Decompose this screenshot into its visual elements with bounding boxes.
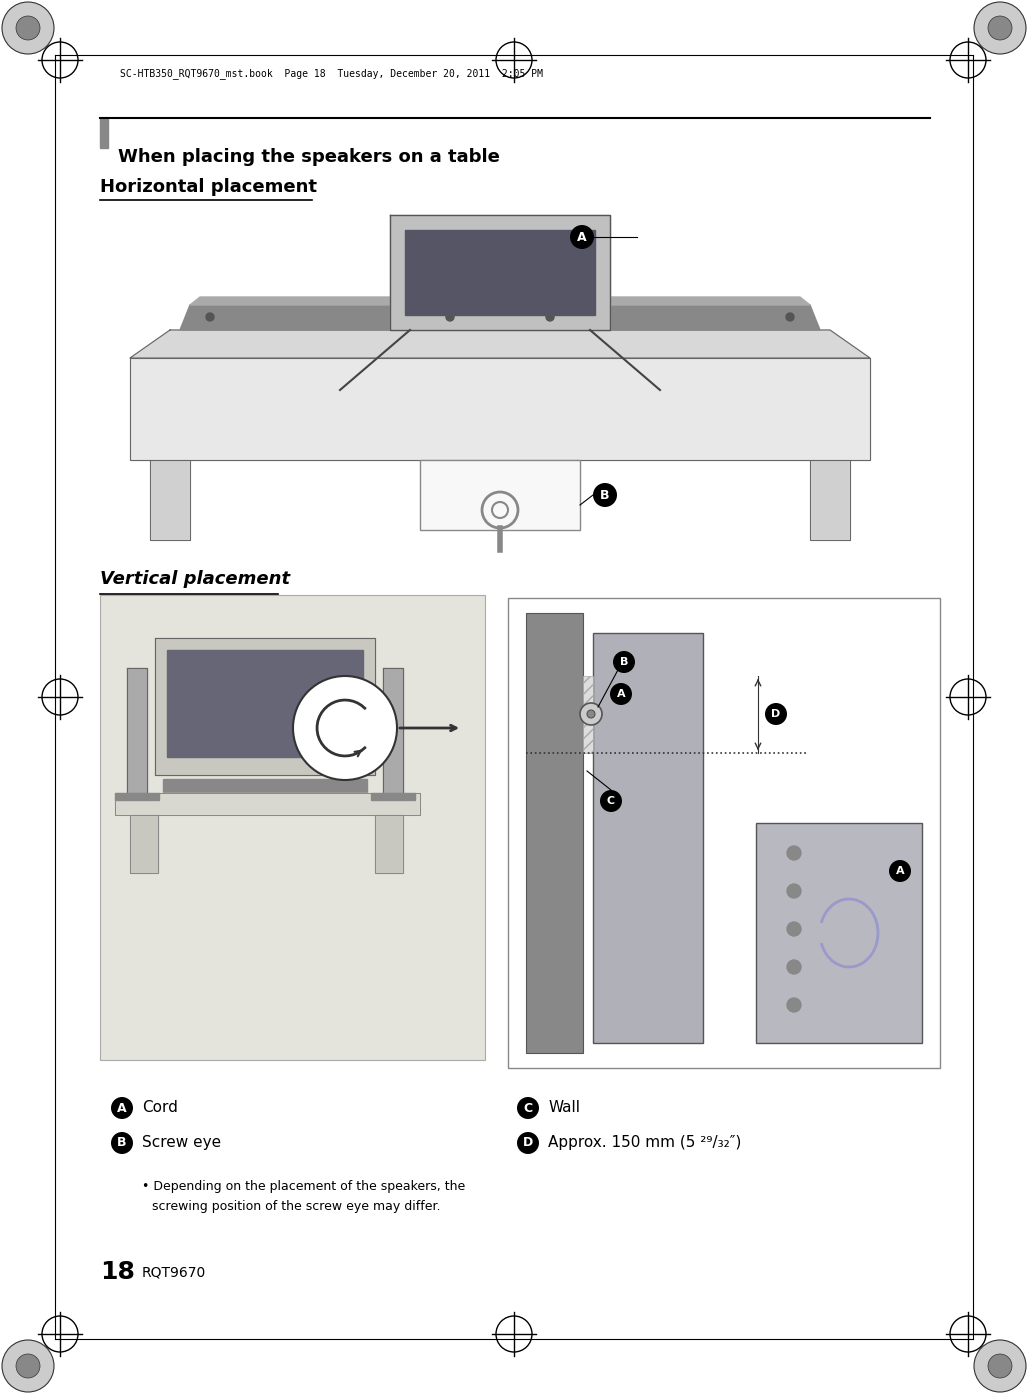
Polygon shape (405, 230, 595, 315)
Polygon shape (130, 330, 870, 358)
Circle shape (16, 15, 40, 40)
Circle shape (580, 703, 602, 725)
Text: D: D (771, 710, 780, 719)
Circle shape (974, 1, 1026, 54)
Circle shape (446, 314, 454, 321)
Text: B: B (117, 1136, 126, 1150)
Polygon shape (375, 815, 403, 873)
Circle shape (111, 1097, 133, 1119)
Text: B: B (620, 657, 628, 666)
Text: D: D (523, 1136, 534, 1150)
Circle shape (517, 1097, 539, 1119)
Bar (583, 676, 593, 753)
Polygon shape (150, 460, 190, 539)
Text: Wall: Wall (548, 1100, 580, 1115)
Circle shape (988, 15, 1012, 40)
Text: A: A (617, 689, 625, 698)
Polygon shape (155, 638, 375, 775)
Polygon shape (115, 793, 420, 815)
Circle shape (600, 790, 622, 811)
Circle shape (787, 846, 801, 860)
Text: Screw eye: Screw eye (142, 1136, 221, 1150)
Circle shape (765, 703, 787, 725)
Text: C: C (607, 796, 615, 806)
Text: Approx. 150 mm (5 ²⁹/₃₂″): Approx. 150 mm (5 ²⁹/₃₂″) (548, 1136, 741, 1150)
Circle shape (206, 314, 214, 321)
Bar (420, 460, 580, 530)
Circle shape (787, 998, 801, 1012)
Circle shape (293, 676, 397, 781)
Polygon shape (115, 793, 159, 800)
Bar (593, 633, 703, 1043)
Circle shape (610, 683, 632, 705)
Polygon shape (130, 815, 158, 873)
Text: C: C (523, 1101, 533, 1114)
Polygon shape (180, 305, 820, 330)
Bar (756, 822, 922, 1043)
Bar (100, 595, 485, 1059)
Circle shape (787, 884, 801, 898)
Text: RQT9670: RQT9670 (142, 1264, 207, 1280)
Text: B: B (600, 488, 610, 502)
Bar (100, 118, 108, 148)
Text: • Depending on the placement of the speakers, the: • Depending on the placement of the spea… (142, 1179, 466, 1193)
Circle shape (2, 1340, 54, 1393)
Circle shape (587, 710, 595, 718)
Bar (508, 598, 940, 1068)
Polygon shape (127, 668, 147, 793)
Polygon shape (390, 215, 610, 330)
Polygon shape (190, 297, 810, 305)
Circle shape (988, 1354, 1012, 1379)
Circle shape (16, 1354, 40, 1379)
Polygon shape (383, 668, 403, 793)
Polygon shape (130, 358, 870, 460)
Circle shape (787, 921, 801, 935)
Circle shape (613, 651, 635, 673)
Polygon shape (371, 793, 415, 800)
Text: Horizontal placement: Horizontal placement (100, 178, 317, 197)
Circle shape (111, 1132, 133, 1154)
Text: 18: 18 (100, 1260, 135, 1284)
Circle shape (517, 1132, 539, 1154)
Text: When placing the speakers on a table: When placing the speakers on a table (118, 148, 500, 166)
Text: A: A (895, 866, 905, 875)
Circle shape (787, 960, 801, 974)
Polygon shape (163, 779, 367, 793)
Text: Cord: Cord (142, 1100, 178, 1115)
Circle shape (786, 314, 794, 321)
Circle shape (2, 1, 54, 54)
Circle shape (570, 224, 594, 250)
Circle shape (974, 1340, 1026, 1393)
Circle shape (593, 482, 617, 507)
Text: Vertical placement: Vertical placement (100, 570, 290, 588)
Circle shape (889, 860, 911, 882)
Polygon shape (810, 460, 850, 539)
Text: screwing position of the screw eye may differ.: screwing position of the screw eye may d… (152, 1200, 441, 1213)
Circle shape (546, 314, 554, 321)
Bar (526, 613, 583, 1052)
Text: A: A (577, 230, 587, 244)
Text: A: A (117, 1101, 126, 1114)
Text: SC-HTB350_RQT9670_mst.book  Page 18  Tuesday, December 20, 2011  2:05 PM: SC-HTB350_RQT9670_mst.book Page 18 Tuesd… (120, 68, 543, 79)
Polygon shape (167, 650, 363, 757)
